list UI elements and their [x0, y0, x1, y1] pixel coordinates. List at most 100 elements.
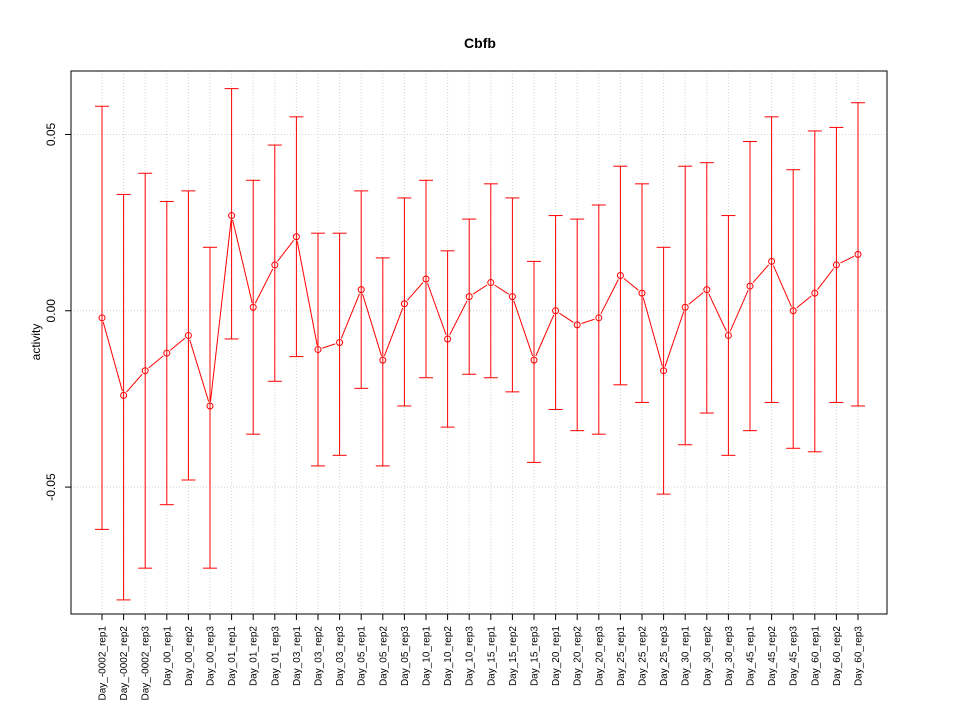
error-bar	[159, 200, 174, 506]
series-segment	[472, 284, 488, 295]
error-bar	[786, 169, 801, 449]
data-point	[249, 303, 257, 311]
data-point	[487, 279, 495, 287]
series-segment	[427, 283, 447, 335]
series-segment	[752, 264, 770, 284]
data-point	[724, 331, 732, 339]
series-segment	[559, 312, 574, 323]
error-bar	[591, 204, 606, 435]
y-tick-label: 0.00	[44, 299, 58, 323]
series-segment	[817, 268, 835, 290]
series-segment	[126, 373, 143, 393]
data-point	[292, 233, 300, 241]
y-tick-label: 0.05	[44, 122, 58, 146]
data-point	[444, 335, 452, 343]
x-tick-label: Day_01_rep1	[227, 626, 238, 686]
error-bar	[764, 116, 779, 403]
x-tick-label: Day_25_rep2	[638, 626, 649, 686]
error-bar	[397, 197, 412, 407]
data-point	[616, 272, 624, 280]
data-point	[228, 212, 236, 220]
x-tick-label: Day_00_rep1	[162, 626, 173, 686]
error-bar	[354, 190, 369, 389]
error-bar	[224, 88, 239, 340]
data-point	[314, 346, 322, 354]
x-tick-label: Day_05_rep2	[378, 626, 389, 686]
error-bar	[332, 232, 347, 456]
series-segment	[340, 293, 360, 339]
x-tick-label: Day_20_rep2	[573, 626, 584, 686]
data-point	[703, 286, 711, 294]
x-tick-label: Day_30_rep3	[724, 626, 735, 686]
x-tick-label: Day_-0002_rep3	[141, 626, 152, 701]
x-tick-label: Day_60_rep2	[832, 626, 843, 686]
x-tick-label: Day_00_rep3	[206, 626, 217, 686]
error-bar	[527, 260, 541, 463]
error-bars	[95, 88, 865, 601]
x-tick-label: Day_03_rep3	[335, 626, 346, 686]
y-axis: -0.05 0.00 0.05	[44, 122, 72, 501]
series-segment	[688, 292, 704, 305]
series-segment	[254, 268, 274, 304]
data-point	[660, 367, 668, 375]
data-point	[746, 282, 754, 290]
x-tick-label: Day_05_rep3	[400, 626, 411, 686]
series-segment	[449, 300, 468, 336]
x-tick-label: Day_30_rep2	[702, 626, 713, 686]
chart-title: Cbfb	[464, 35, 496, 51]
error-bar	[807, 130, 822, 453]
data-point	[336, 339, 344, 346]
x-tick-label: Day_15_rep2	[508, 626, 519, 686]
error-bar	[311, 232, 325, 467]
x-tick-label: Day_20_rep1	[551, 626, 562, 686]
error-bar	[95, 105, 109, 530]
plot-frame	[70, 70, 888, 615]
data-point	[508, 293, 516, 301]
x-tick-label: Day_45_rep1	[746, 626, 757, 686]
data-point	[552, 307, 560, 315]
x-tick-label: Day_20_rep3	[594, 626, 605, 686]
error-bar	[505, 197, 520, 393]
data-point	[120, 391, 128, 399]
x-tick-label: Day_00_rep2	[184, 626, 195, 686]
data-point	[573, 321, 581, 329]
data-point	[465, 293, 473, 301]
series-segment	[232, 219, 253, 303]
series-segment	[664, 311, 685, 367]
series-segment	[708, 293, 727, 332]
error-bar	[721, 215, 736, 456]
data-point	[163, 349, 171, 357]
x-tick-label: Day_25_rep1	[616, 626, 627, 686]
error-bar	[138, 172, 153, 569]
data-point	[422, 275, 430, 283]
series-segment	[642, 297, 663, 367]
series-segment	[581, 318, 595, 324]
x-axis: Day_-0002_rep1 Day_-0002_rep2 Day_-0002_re…	[98, 613, 865, 701]
y-tick-label: -0.05	[44, 473, 58, 501]
series-segment	[210, 219, 232, 402]
data-point	[768, 257, 776, 265]
error-bar	[548, 215, 563, 410]
series-segment	[623, 277, 639, 291]
series-segment	[277, 239, 295, 262]
x-tick-label: Day_01_rep3	[270, 626, 281, 686]
series-segment	[513, 300, 534, 357]
data-point	[206, 402, 214, 410]
x-tick-label: Day_45_rep2	[767, 626, 778, 686]
x-tick-label: Day_15_rep3	[530, 626, 541, 686]
series-segment	[406, 282, 424, 301]
data-point	[141, 367, 149, 375]
x-tick-label: Day_10_rep3	[465, 626, 476, 686]
series-segment	[772, 265, 792, 307]
error-bar	[203, 246, 217, 569]
x-tick-label: Day_03_rep2	[314, 626, 325, 686]
series-segment	[494, 284, 509, 295]
series-segment	[102, 322, 123, 392]
x-tick-label: Day_01_rep2	[249, 626, 260, 686]
error-bar	[656, 246, 671, 495]
data-point	[357, 286, 365, 294]
series-segment	[362, 293, 382, 356]
data-point	[271, 261, 279, 269]
series-segment	[189, 339, 210, 402]
